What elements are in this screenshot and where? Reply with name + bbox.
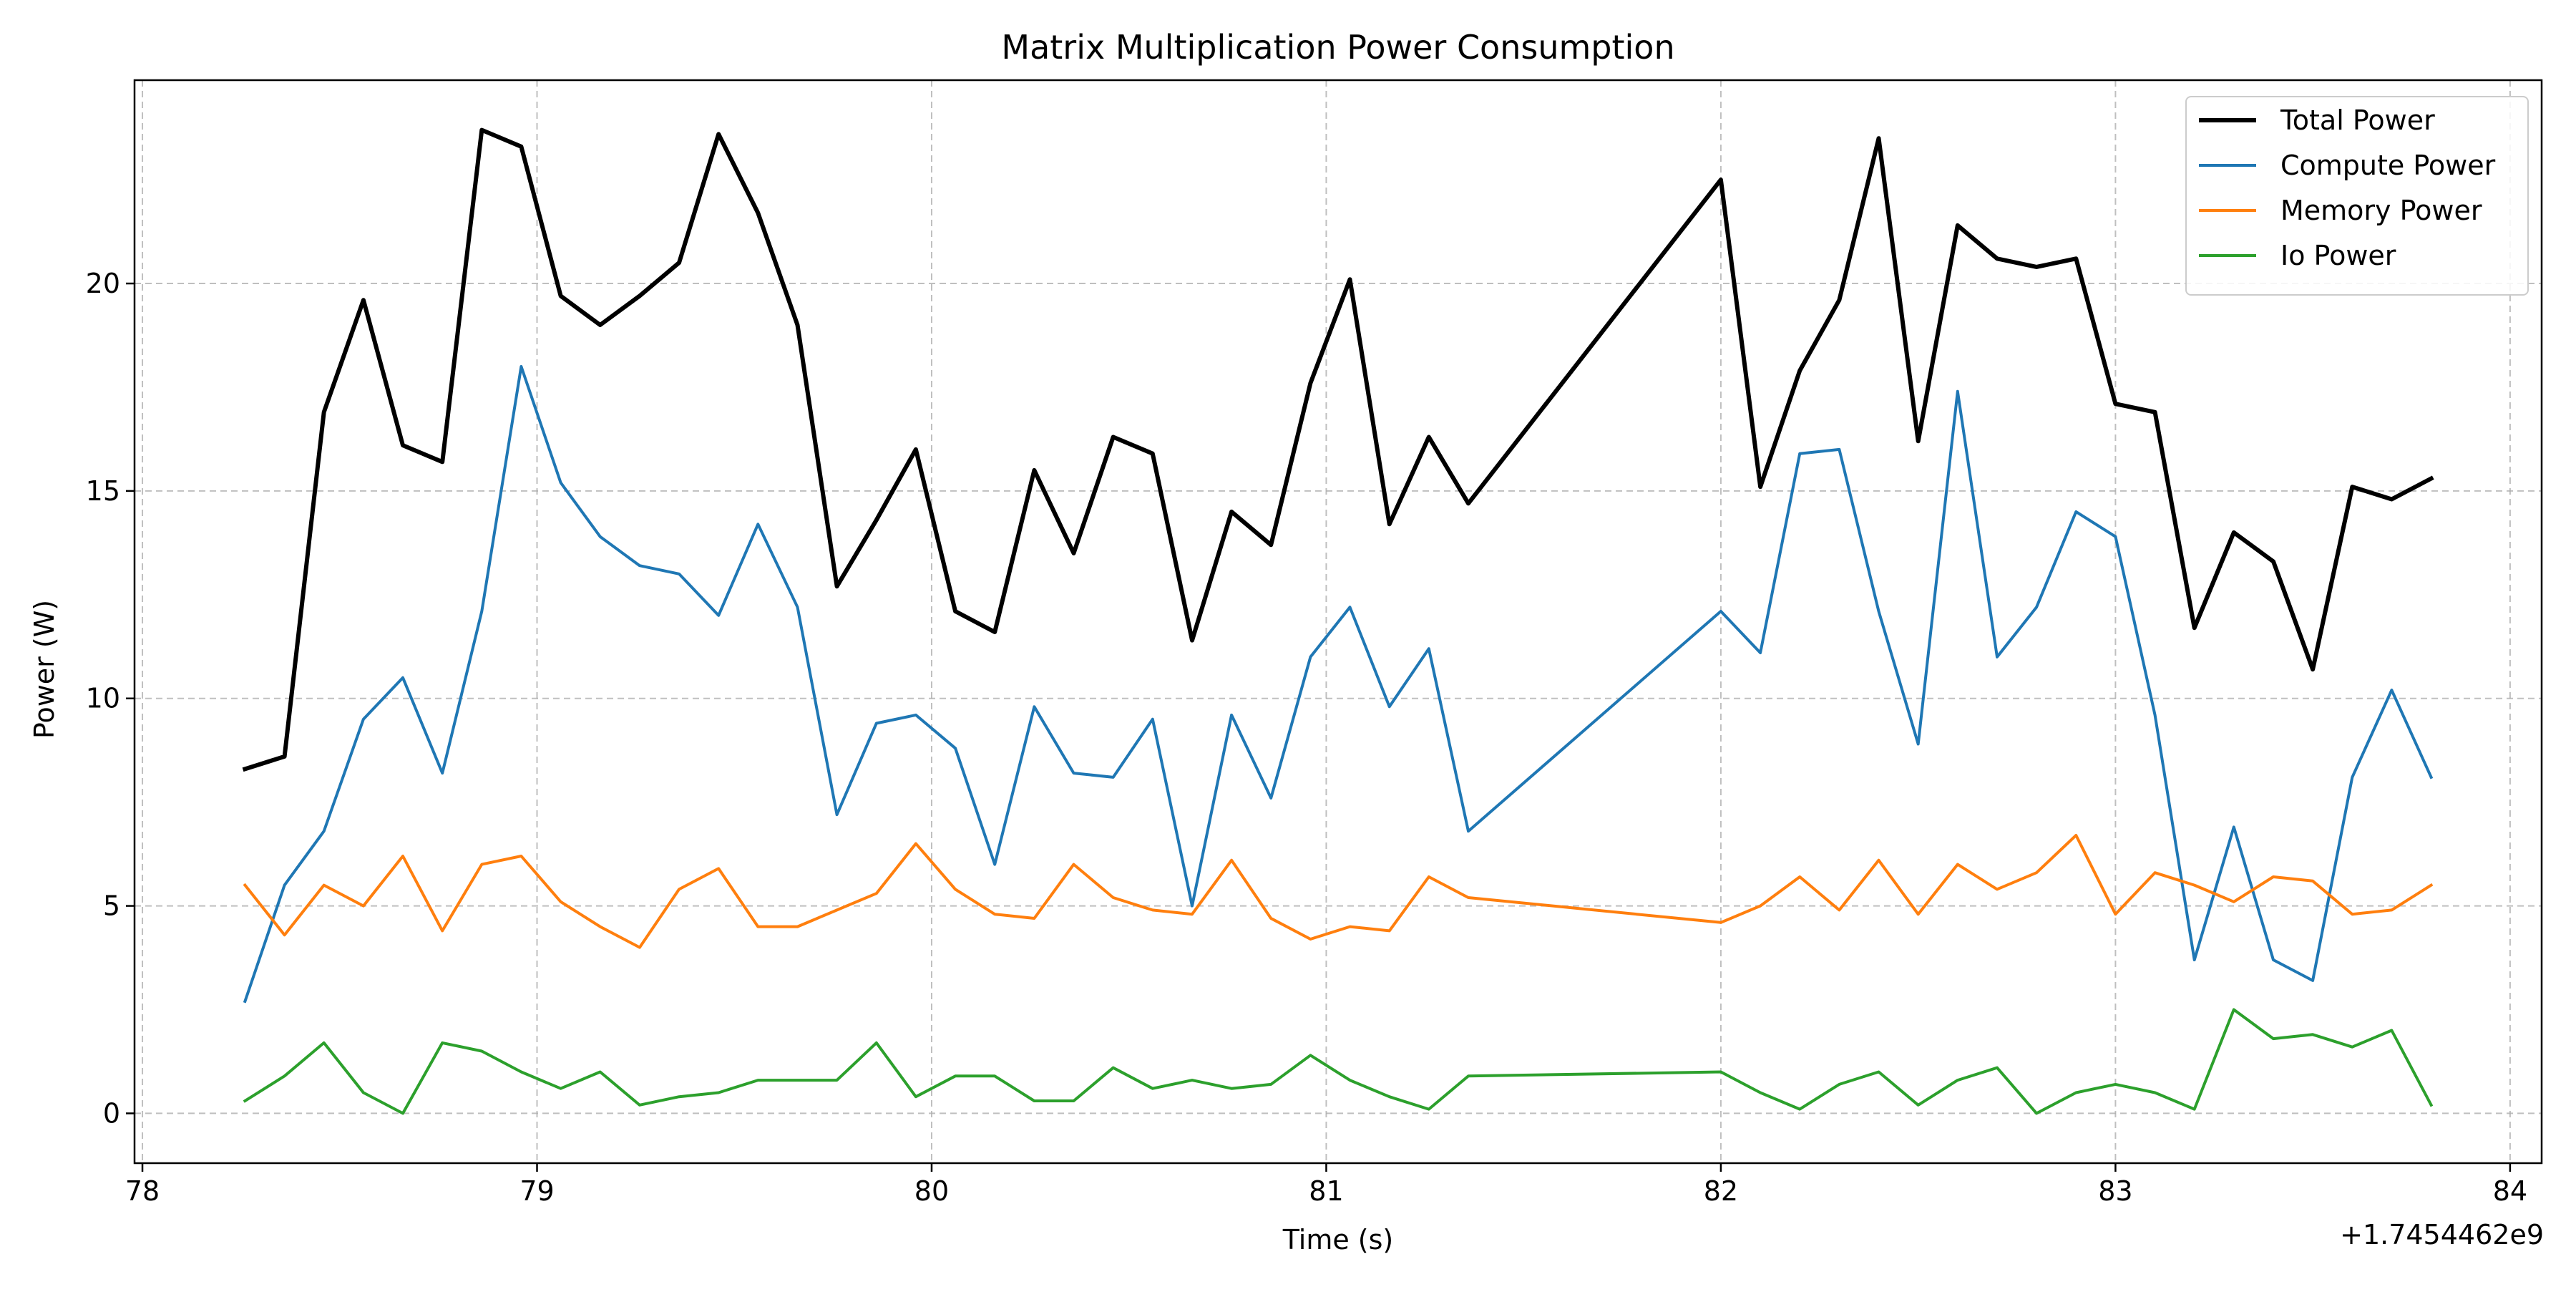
- x-axis-label: Time (s): [1282, 1224, 1394, 1255]
- legend-box: [2185, 96, 2529, 296]
- x-tick-label: 78: [125, 1175, 160, 1207]
- y-tick-label: 15: [86, 475, 120, 507]
- legend: Total Power Compute Power Memory Power Io P…: [2185, 96, 2529, 296]
- legend-label-memory-power: Memory Power: [2280, 195, 2482, 226]
- x-tick-label: 84: [2493, 1175, 2527, 1207]
- y-tick-label: 20: [86, 268, 120, 299]
- series-line-compute-power: [243, 365, 2434, 1004]
- legend-label-io-power: Io Power: [2280, 240, 2396, 271]
- series-line-io-power: [243, 1008, 2434, 1115]
- y-tick-label: 5: [103, 890, 120, 922]
- legend-label-total-power: Total Power: [2280, 105, 2435, 136]
- x-offset-label: +1.7454462e9: [2340, 1219, 2544, 1250]
- grid-layer: [135, 80, 2542, 1163]
- x-tick-label: 83: [2098, 1175, 2132, 1207]
- ticks-layer: 78 79 80 81 82 83 84 0 5 10 15 20: [86, 268, 2527, 1207]
- x-tick-label: 80: [914, 1175, 949, 1207]
- x-tick-label: 79: [519, 1175, 554, 1207]
- series-line-memory-power: [243, 834, 2434, 949]
- x-tick-label: 81: [1309, 1175, 1343, 1207]
- chart-title: Matrix Multiplication Power Consumption: [1001, 28, 1674, 67]
- y-tick-label: 10: [86, 683, 120, 714]
- series-line-total-power: [242, 127, 2434, 772]
- series-layer: [242, 127, 2434, 1115]
- x-tick-label: 82: [1704, 1175, 1738, 1207]
- legend-label-compute-power: Compute Power: [2280, 150, 2496, 181]
- y-tick-label: 0: [103, 1097, 120, 1129]
- y-axis-label: Power (W): [29, 600, 60, 739]
- plot-frame: [133, 79, 2543, 1165]
